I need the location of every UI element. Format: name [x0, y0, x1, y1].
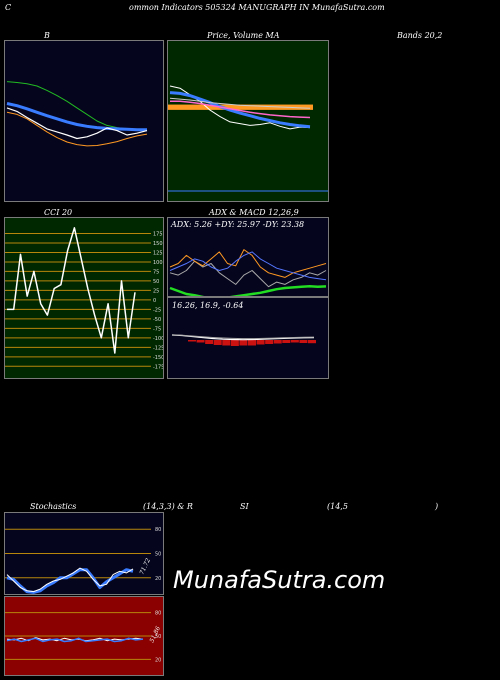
cci-tick-label: 75	[153, 269, 159, 275]
stochastics-panel: 80 50 20 71.72	[4, 512, 164, 595]
header-c: C	[5, 3, 12, 12]
cci-tick-label: -100	[153, 336, 163, 342]
macd-histogram-bar	[222, 340, 231, 346]
bb-lower-line	[6, 111, 148, 147]
adx-strength-line	[169, 284, 327, 296]
adx-panel: ADX: 5.26 +DY: 25.97 -DY: 23.38	[167, 217, 329, 297]
stoch-last-value: 71.72	[138, 557, 152, 576]
stoch-tick-label: 20	[155, 576, 161, 582]
macd-histogram-bar	[188, 340, 196, 342]
label-rsi-params: (14,5	[327, 502, 348, 511]
label-price-volume-ma: Price, Volume MA	[207, 31, 280, 40]
adx-chart	[169, 249, 327, 296]
ma-long-line	[169, 97, 311, 109]
macd-histogram-bar	[230, 340, 239, 346]
stoch-tick-label: 50	[155, 552, 161, 558]
cci-panel: 175 150 125 100 75 50 25 0 -25 -50 -75 -100 -125 -150…	[4, 217, 164, 379]
cci-tick-label: -175	[153, 364, 163, 370]
macd-histogram-bar	[256, 340, 265, 345]
macd-histogram-bar	[308, 340, 316, 344]
adx-line	[169, 260, 327, 288]
bb-middle-line	[6, 102, 147, 132]
macd-histogram-bar	[239, 340, 248, 346]
macd-histogram-bar	[290, 340, 299, 343]
macd-histogram-bar	[282, 340, 291, 343]
ma-short-line	[169, 91, 311, 129]
cci-tick-label: -25	[153, 307, 161, 313]
cci-tick-label: 0	[153, 298, 156, 304]
cci-chart: 175 150 125 100 75 50 25 0 -25 -50 -75 -100 -125 -150…	[5, 227, 163, 370]
cci-tick-label: 175	[153, 231, 163, 237]
label-bands: Bands 20,2	[397, 31, 443, 40]
cci-tick-label: 125	[153, 250, 163, 256]
cci-tick-label: 50	[153, 279, 159, 285]
rsi-tick-label: 50	[155, 634, 161, 640]
cci-tick-label: -50	[153, 317, 161, 323]
cci-tick-label: 25	[153, 288, 159, 294]
cci-line	[7, 227, 136, 354]
label-b: B	[44, 31, 50, 40]
minus-di-line	[169, 251, 327, 281]
macd-histogram-bar	[273, 340, 282, 344]
cci-tick-label: -75	[153, 326, 161, 332]
signal-line	[171, 334, 315, 340]
label-adx-macd: ADX & MACD 12,26,9	[209, 208, 299, 217]
macd-histogram-bar	[213, 340, 222, 345]
adx-values: ADX: 5.26 +DY: 25.97 -DY: 23.38	[171, 220, 305, 229]
macd-histogram-bar	[205, 340, 214, 344]
label-stoch-params: (14,3,3) & R	[143, 502, 193, 511]
ma-medium-line	[170, 100, 311, 119]
header-title: ommon Indicators 505324 MANUGRAPH IN Mun…	[129, 3, 385, 12]
cci-tick-label: 150	[153, 241, 163, 247]
macd-chart	[171, 334, 316, 346]
label-paren: )	[435, 502, 439, 511]
macd-histogram-bar	[265, 340, 274, 344]
macd-line	[171, 334, 315, 341]
rsi-ma-line	[6, 637, 144, 643]
bb-price-line	[6, 107, 148, 140]
bollinger-panel	[4, 40, 164, 202]
stoch-d-line	[6, 567, 134, 593]
macd-histogram-bar	[248, 340, 256, 346]
price-ma-panel	[167, 40, 329, 202]
macd-histogram-bar	[299, 340, 308, 343]
stoch-tick-label: 80	[155, 527, 161, 533]
cci-tick-label: -125	[153, 345, 163, 351]
label-cci: CCI 20	[44, 208, 73, 217]
volume-band	[168, 104, 313, 110]
rsi-tick-label: 80	[155, 611, 161, 617]
cci-tick-label: 100	[153, 260, 163, 266]
macd-values: 16.26, 16.9, -0.64	[172, 301, 244, 310]
stoch-k-line	[6, 568, 134, 594]
label-si: SI	[240, 502, 249, 511]
watermark: MunafaSutra.com	[173, 566, 386, 594]
label-stochastics: Stochastics	[30, 502, 77, 511]
rsi-tick-label: 20	[155, 657, 161, 663]
price-ma-chart	[168, 85, 328, 192]
plus-di-line	[169, 249, 327, 278]
macd-histogram-bar	[196, 340, 205, 343]
rsi-panel: 80 50 20 51.86	[4, 596, 164, 676]
bollinger-chart	[6, 81, 148, 147]
cci-tick-label: -150	[153, 355, 163, 361]
macd-panel: 16.26, 16.9, -0.64	[167, 297, 329, 379]
